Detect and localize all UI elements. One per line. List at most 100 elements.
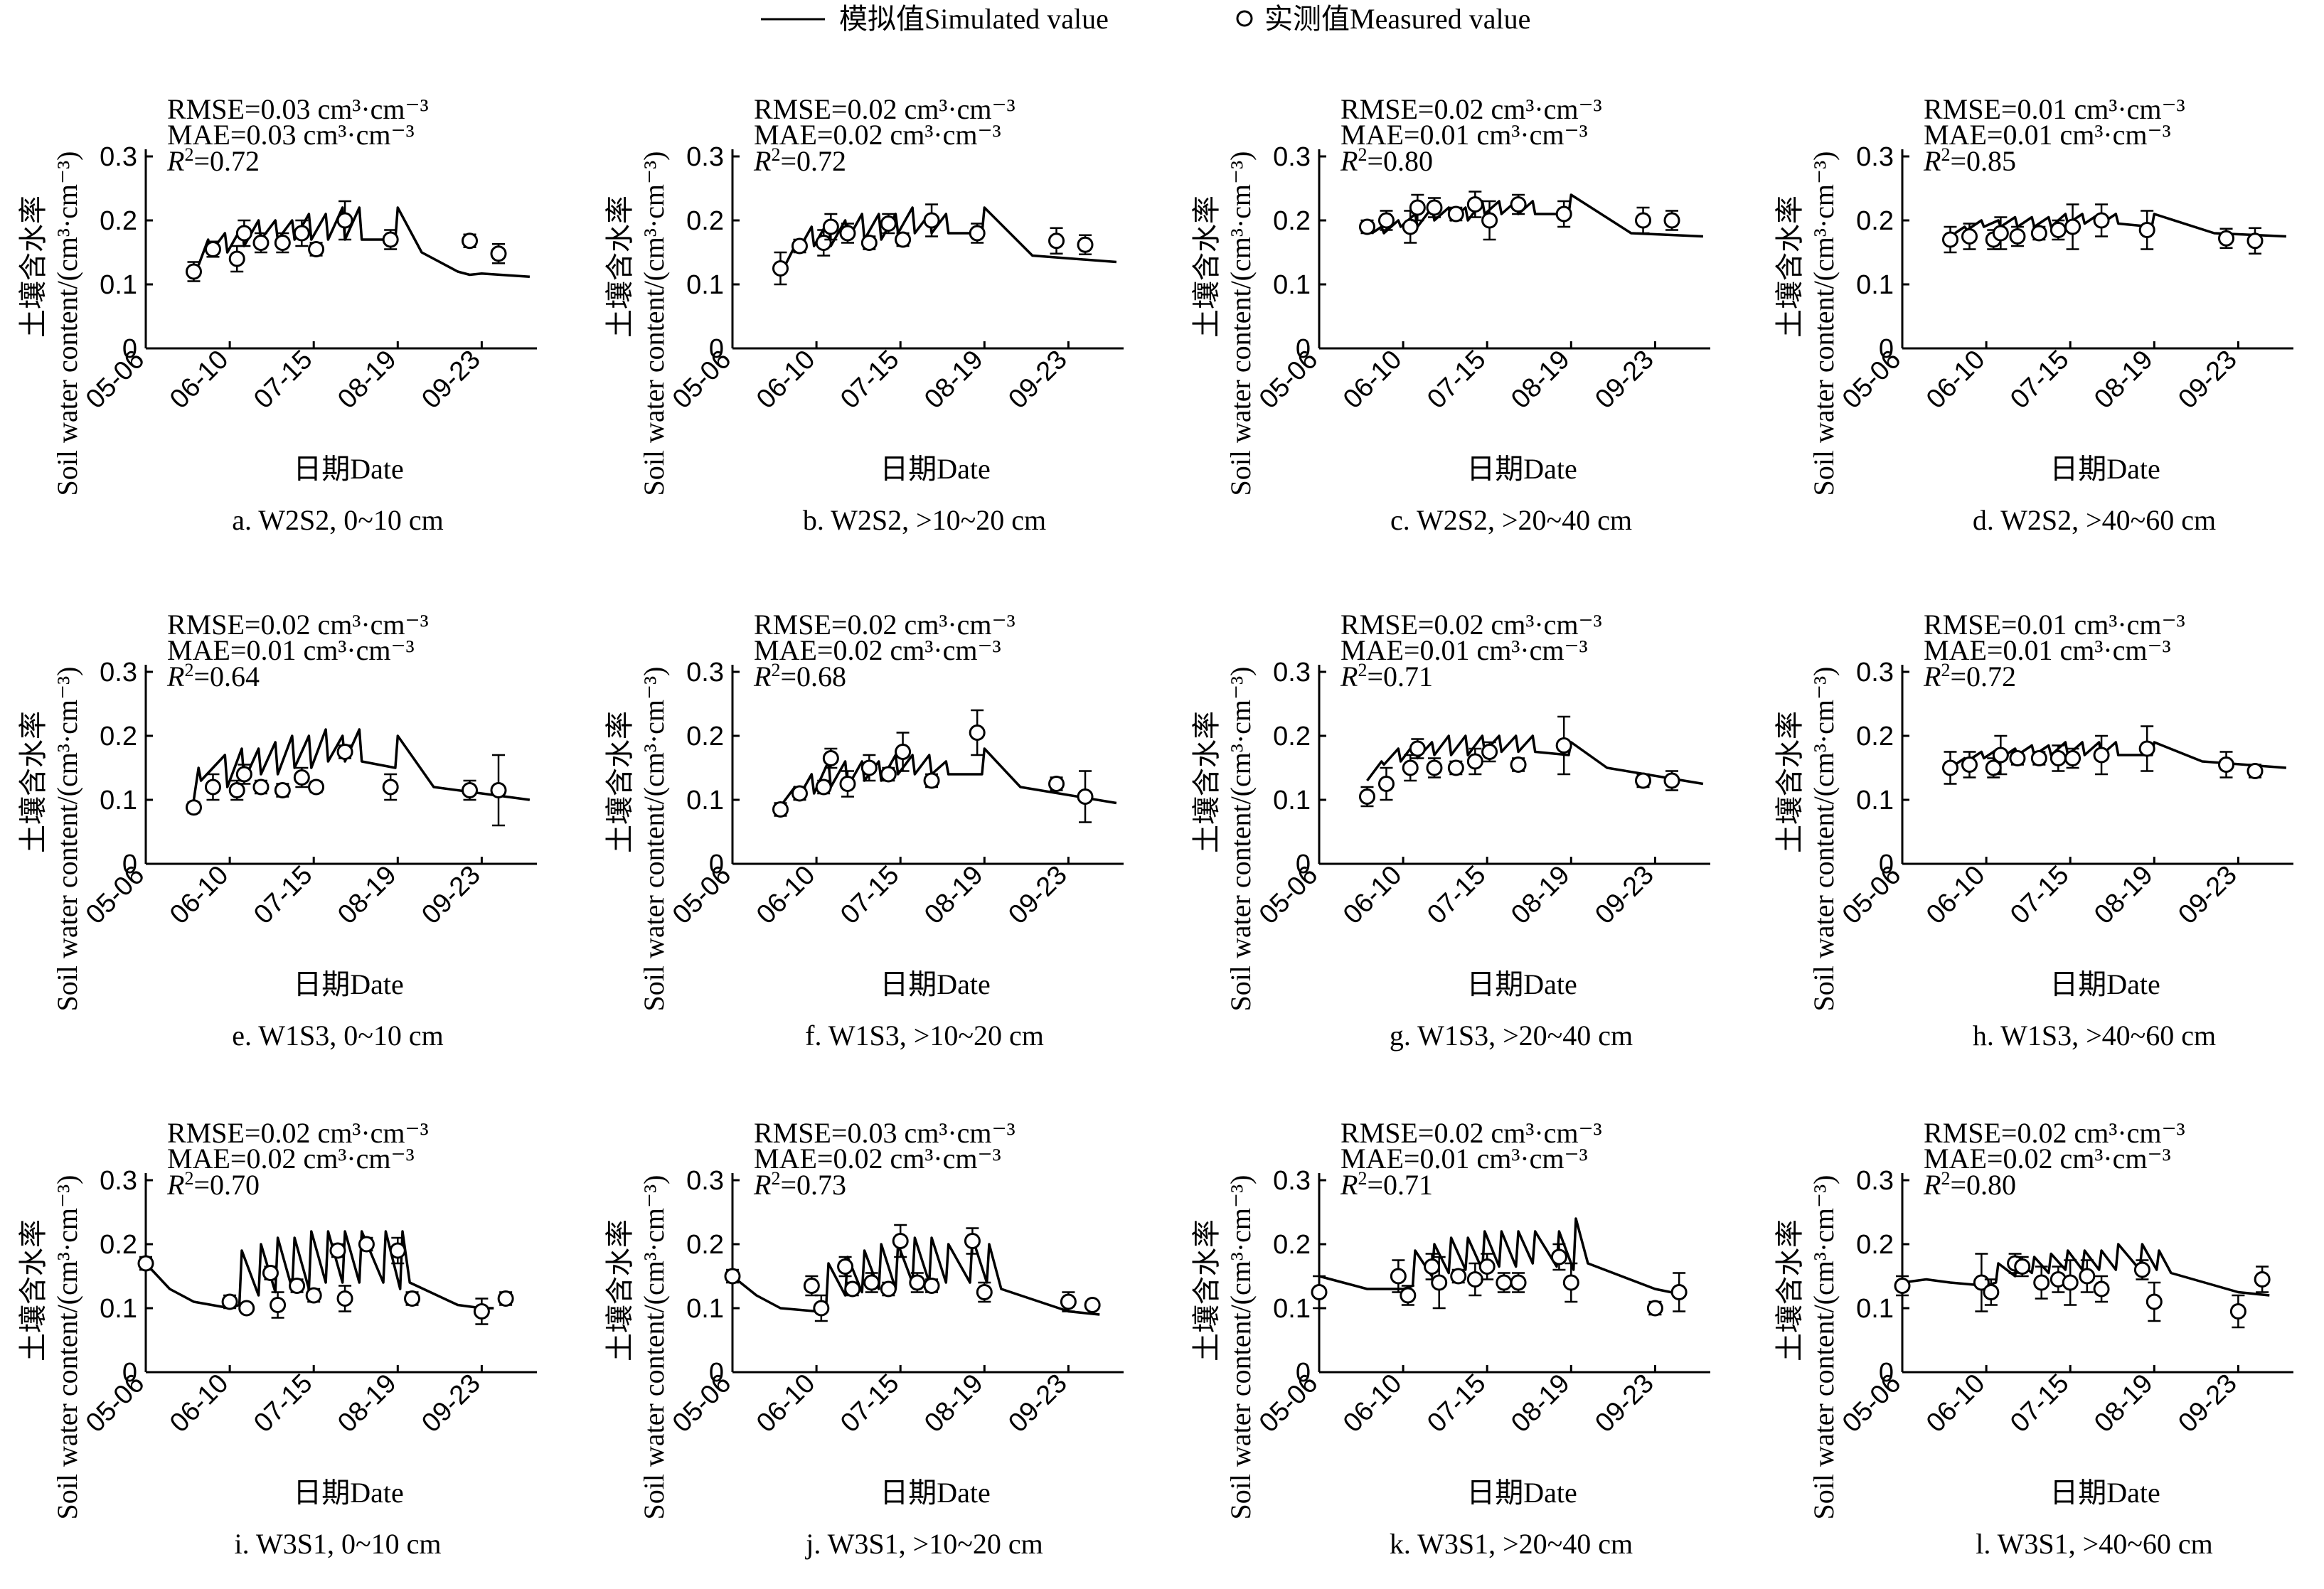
mae-label: MAE=0.02 cm³·cm⁻³ [1924,1143,2171,1175]
x-axis-title: 日期Date [880,453,991,485]
measured-point [2229,1294,2246,1329]
measured-point [274,232,291,254]
panel-caption: a. W2S2, 0~10 cm [232,504,444,536]
chart-panel-3: 0 0.1 0.2 0.3 05-06 06-10 07-15 08-19 09-23 土壤含水率… [1173,39,1742,565]
measured-marker [923,212,940,229]
chart-svg: 0 0.1 0.2 0.3 05-06 06-10 07-15 08-19 09-23 土壤含水率… [604,1117,1124,1560]
measured-marker [1961,228,1978,245]
measured-marker [923,1278,940,1294]
measured-marker [860,759,878,776]
y-tick-label: 0.1 [686,270,724,300]
measured-point [1555,715,1572,776]
x-tick-label: 06-10 [751,1369,821,1438]
measured-marker [822,750,839,766]
mae-label: MAE=0.02 cm³·cm⁻³ [754,1143,1001,1175]
measured-marker [791,785,808,802]
y-axis-title-en: Soil water content/(cm³·cm⁻³) [1808,1175,1840,1520]
x-tick-label: 08-19 [1505,345,1575,414]
y-tick-label: 0.3 [100,142,137,172]
x-axis-title: 日期Date [293,453,404,485]
measured-marker [270,1297,287,1313]
measured-marker [238,1300,255,1317]
measured-point [1663,210,1680,231]
y-tick-label: 0.1 [100,786,137,815]
measured-marker [1402,218,1419,235]
y-tick-label: 0.2 [686,206,724,236]
simulated-series-line [197,206,531,278]
measured-marker [895,231,912,248]
measured-point [252,779,270,796]
measured-marker [2254,1271,2271,1288]
x-tick-label: 05-06 [1254,345,1323,414]
measured-marker [293,225,310,242]
measured-marker [490,782,507,798]
y-axis-title-en: Soil water content/(cm³·cm⁻³) [1225,667,1257,1012]
measured-point [274,782,291,798]
measured-marker [2093,212,2110,229]
measured-point [2146,1281,2163,1322]
measured-marker [1983,1284,2000,1300]
y-axis-title-cn: 土壤含水率 [1774,1219,1806,1361]
x-tick-label: 08-19 [2089,860,2158,930]
y-tick-label: 0.3 [1273,1166,1311,1196]
rmse-label: RMSE=0.02 cm³·cm⁻³ [754,93,1016,125]
measured-point [1409,193,1426,222]
y-axis-title-en: Soil water content/(cm³·cm⁻³) [1225,151,1257,496]
measured-marker [2138,222,2155,238]
measured-marker [815,235,832,251]
r2-label: R2=0.72 [1923,660,2016,692]
y-tick-label: 0.1 [100,1294,137,1324]
x-tick-label: 08-19 [332,860,402,930]
legend-measured-marker [1236,10,1253,27]
rmse-label: RMSE=0.02 cm³·cm⁻³ [754,609,1016,641]
measured-point [462,779,479,801]
panel-caption: b. W2S2, >10~20 cm [803,504,1046,536]
measured-marker [1358,218,1375,235]
measured-marker [235,225,252,242]
measured-point [1646,1300,1663,1317]
measured-point [1961,223,1978,250]
y-tick-label: 0.1 [100,270,137,300]
measured-point [1402,754,1419,782]
x-tick-label: 07-15 [835,1369,905,1438]
measured-marker [329,1242,346,1259]
x-axis-title: 日期Date [1466,1477,1577,1509]
measured-point [815,779,832,796]
measured-point [2218,228,2235,249]
measured-point [2030,750,2047,766]
measured-marker [2050,750,2067,766]
measured-point [2133,1259,2150,1280]
x-tick-label: 09-23 [1589,1369,1659,1438]
measured-marker [358,1236,375,1253]
measured-point [969,223,986,244]
chart-panel-9: 0 0.1 0.2 0.3 05-06 06-10 07-15 08-19 09-23 土壤含水率… [0,1063,569,1589]
measured-marker [1550,1248,1567,1266]
y-axis-title-cn: 土壤含水率 [604,196,636,338]
measured-marker [2014,1258,2031,1275]
y-tick-label: 0.3 [686,658,724,688]
measured-point [2009,750,2026,766]
measured-marker [1077,236,1094,253]
measured-point [1450,1268,1467,1285]
measured-point [2062,1259,2079,1306]
chart-panel-1: 0 0.1 0.2 0.3 05-06 06-10 07-15 08-19 09-23 土壤含水率… [0,39,569,565]
measured-marker [1466,196,1483,213]
chart-svg: 0 0.1 0.2 0.3 05-06 06-10 07-15 08-19 09-23 土壤含水率… [17,609,537,1052]
measured-point [293,219,310,247]
measured-marker [1466,753,1483,770]
measured-point [1941,225,1958,254]
chart-panel-12: 0 0.1 0.2 0.3 05-06 06-10 07-15 08-19 09-23 土壤含水率… [1757,1063,2324,1589]
measured-marker [2093,1280,2110,1298]
measured-point [822,747,839,769]
measured-point [863,1272,880,1293]
x-tick-label: 06-10 [1921,1369,1990,1438]
mae-label: MAE=0.01 cm³·cm⁻³ [1340,634,1588,666]
measured-marker [1450,1268,1467,1285]
x-tick-label: 06-10 [164,860,234,930]
measured-point [404,1290,421,1307]
y-tick-label: 0 [122,1358,137,1388]
simulated-series-line [784,206,1117,266]
x-tick-label: 07-15 [1422,1369,1491,1438]
measured-point [923,772,940,789]
rmse-label: RMSE=0.02 cm³·cm⁻³ [1340,609,1602,641]
